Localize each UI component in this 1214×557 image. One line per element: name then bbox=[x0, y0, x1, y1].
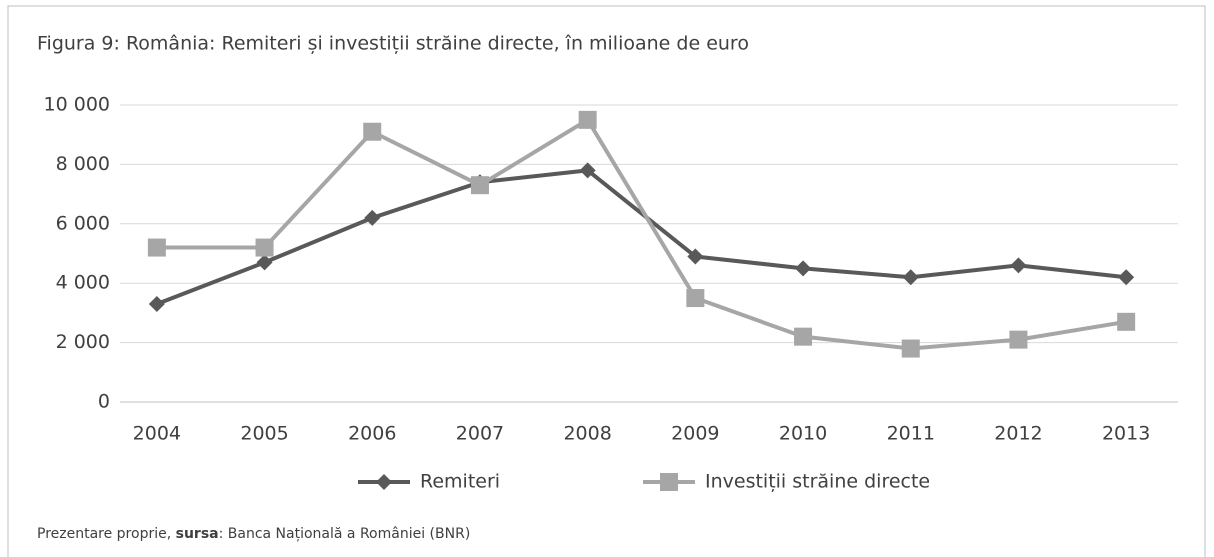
series-line bbox=[156, 117, 1127, 351]
marker bbox=[901, 339, 920, 358]
marker bbox=[794, 327, 813, 346]
frame bbox=[7, 5, 1206, 557]
marker bbox=[148, 295, 165, 312]
chart-title: Figura 9: România: Remiteri și investiți… bbox=[37, 33, 749, 55]
marker bbox=[660, 473, 678, 491]
marker bbox=[1117, 312, 1136, 331]
legend-label: Remiteri bbox=[420, 471, 500, 493]
y-tick-label: 8 000 bbox=[56, 153, 110, 175]
marker bbox=[902, 269, 919, 286]
marker bbox=[147, 238, 166, 257]
source-prefix: Prezentare proprie, bbox=[37, 526, 176, 542]
x-tick-label: 2013 bbox=[1102, 423, 1150, 445]
marker bbox=[795, 260, 812, 277]
source-text: : Banca Națională a României (BNR) bbox=[219, 526, 471, 542]
y-tick-label: 2 000 bbox=[56, 331, 110, 353]
x-tick-label: 2008 bbox=[563, 423, 611, 445]
marker bbox=[470, 176, 489, 195]
series-line bbox=[156, 168, 1127, 306]
x-tick-label: 2007 bbox=[456, 423, 504, 445]
marker bbox=[256, 254, 273, 271]
x-tick-label: 2011 bbox=[887, 423, 935, 445]
x-tick-label: 2006 bbox=[348, 423, 396, 445]
x-tick-label: 2010 bbox=[779, 423, 827, 445]
source-label: sursa bbox=[176, 526, 219, 542]
y-tick-label: 0 bbox=[98, 391, 110, 413]
legend-label: Investiții străine directe bbox=[705, 471, 930, 493]
marker bbox=[363, 122, 382, 141]
marker bbox=[364, 209, 381, 226]
x-tick-label: 2004 bbox=[133, 423, 181, 445]
marker bbox=[376, 474, 392, 490]
marker bbox=[579, 162, 596, 179]
marker bbox=[1118, 269, 1135, 286]
x-tick-label: 2012 bbox=[994, 423, 1042, 445]
marker bbox=[255, 238, 274, 257]
y-tick-label: 6 000 bbox=[56, 212, 110, 234]
y-tick-label: 10 000 bbox=[44, 94, 110, 116]
x-tick-label: 2005 bbox=[240, 423, 288, 445]
marker bbox=[1009, 330, 1028, 349]
marker bbox=[1010, 257, 1027, 274]
marker bbox=[687, 248, 704, 265]
marker bbox=[578, 110, 597, 129]
x-tick-label: 2009 bbox=[671, 423, 719, 445]
source-note: Prezentare proprie, sursa: Banca Naționa… bbox=[37, 526, 470, 542]
y-tick-label: 4 000 bbox=[56, 272, 110, 294]
marker bbox=[686, 289, 705, 308]
